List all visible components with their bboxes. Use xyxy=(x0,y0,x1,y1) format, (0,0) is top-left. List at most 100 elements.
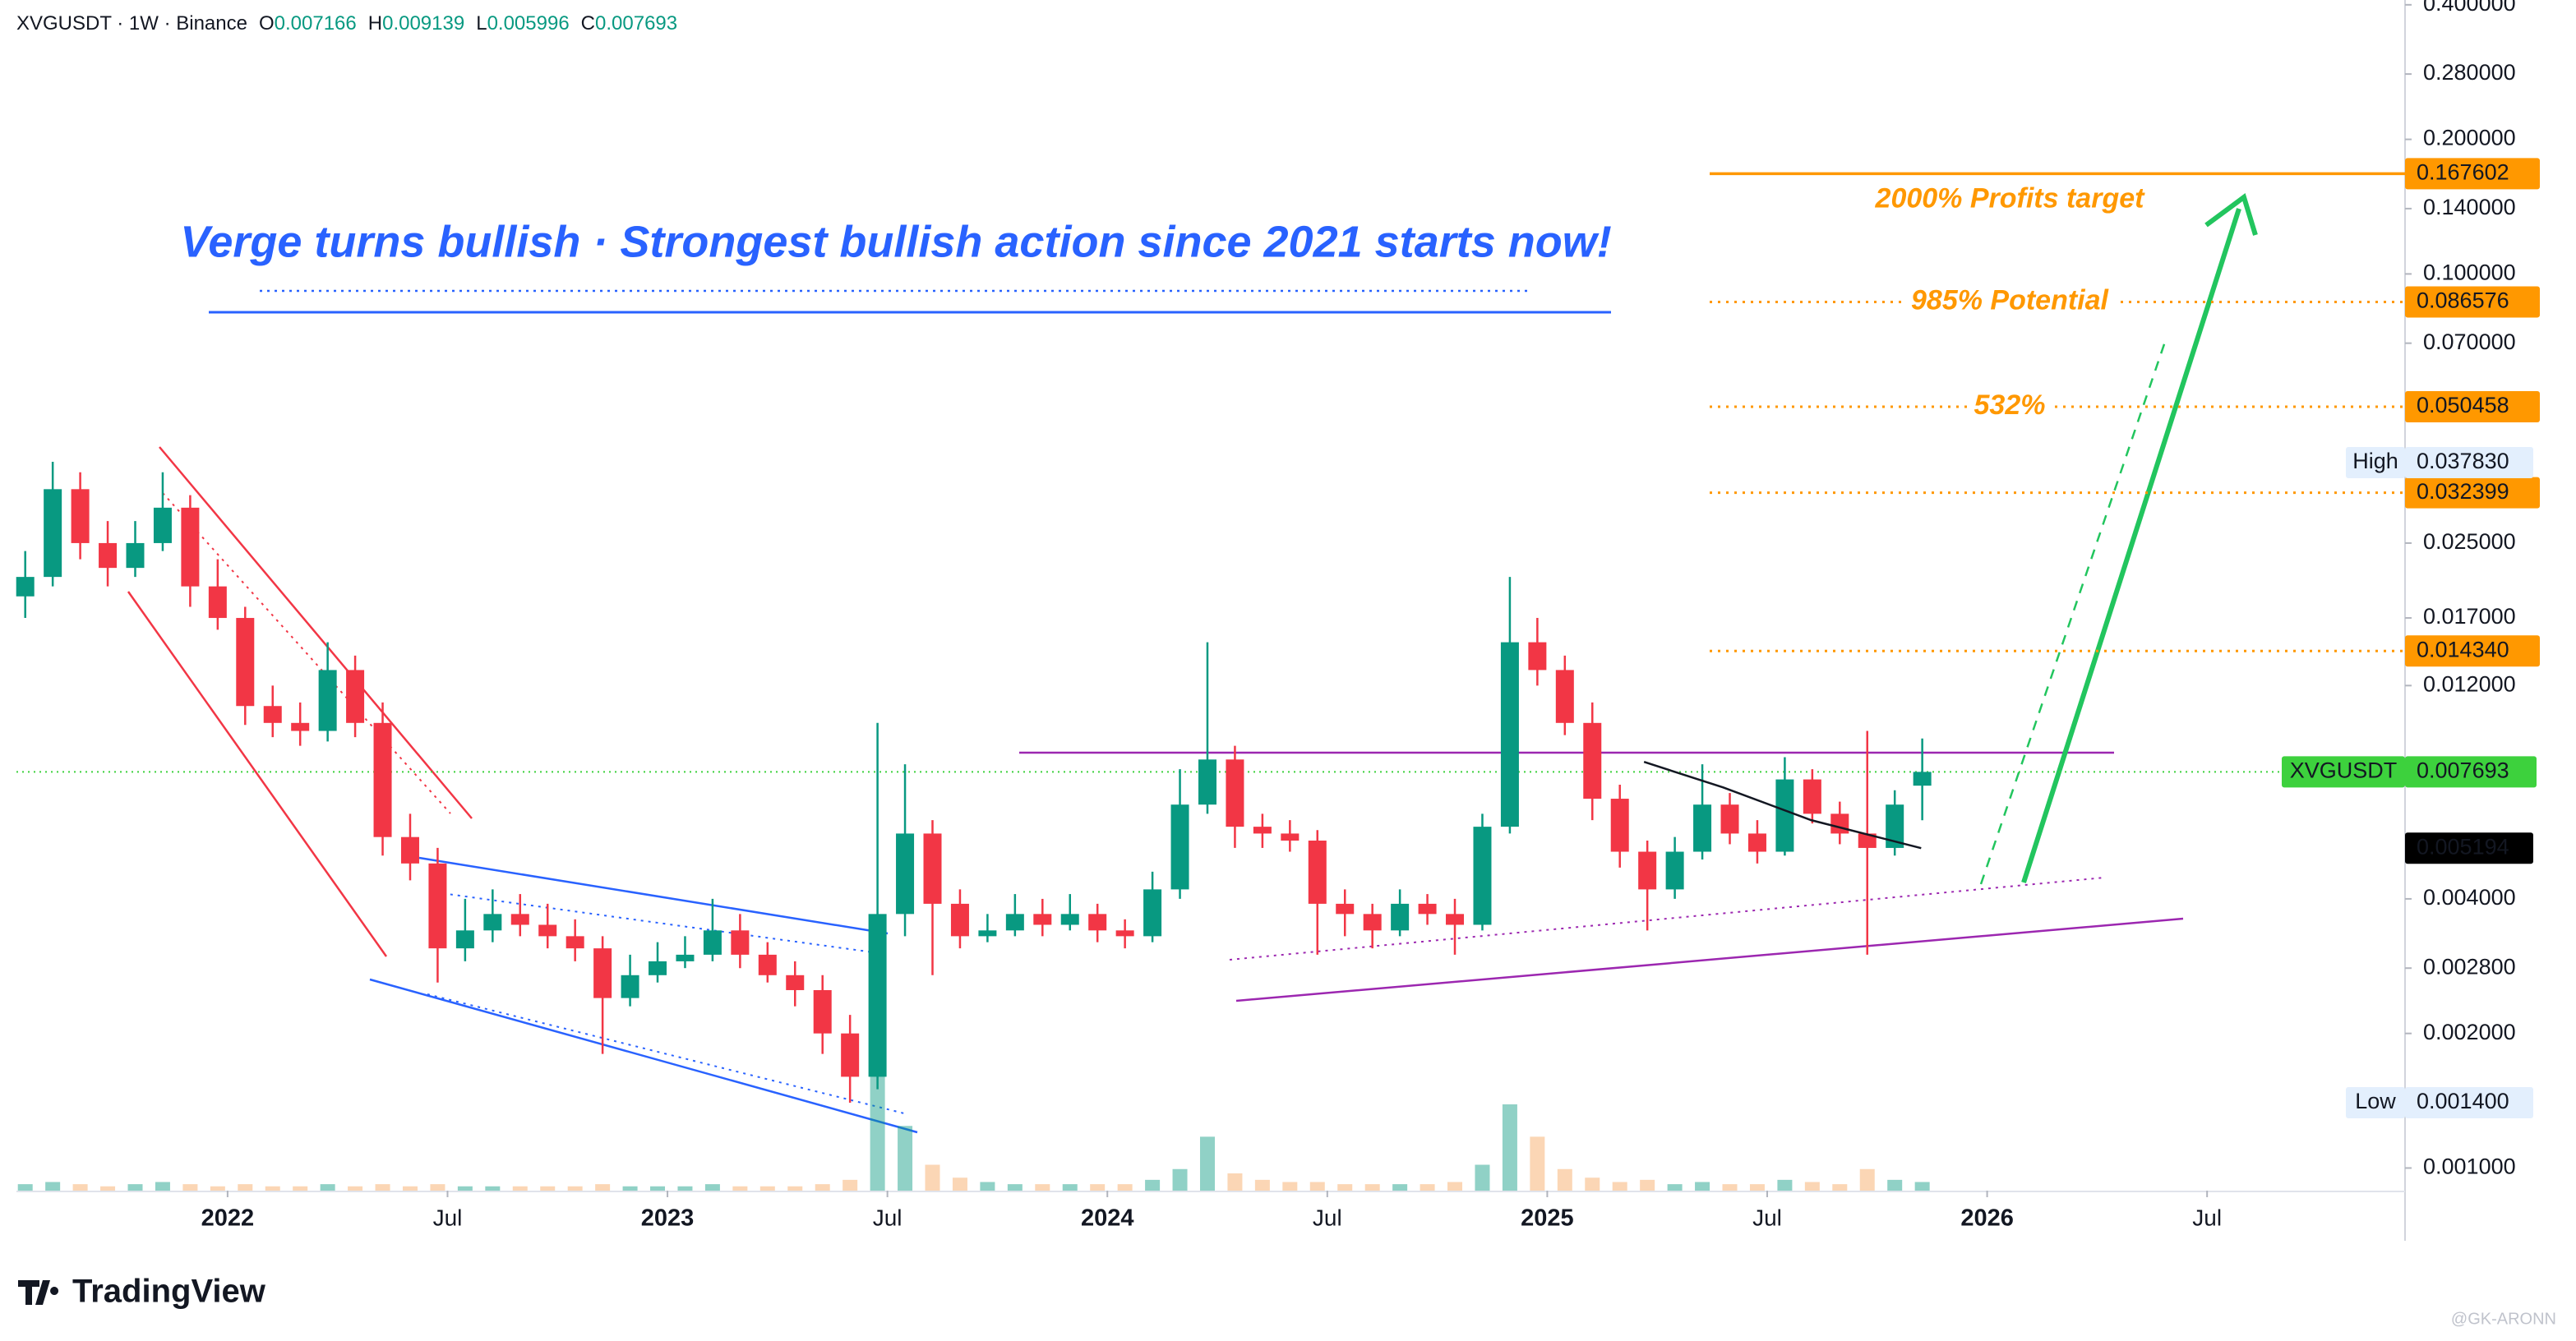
volume-bar xyxy=(1282,1182,1298,1191)
x-tick-label: 2026 xyxy=(1960,1205,2014,1232)
volume-bar xyxy=(1914,1182,1930,1191)
level-label: 2000% Profits target xyxy=(1875,182,2146,214)
x-tick-label: Jul xyxy=(1752,1205,1782,1230)
candle-body xyxy=(1858,833,1877,848)
volume-bar xyxy=(485,1186,501,1191)
volume-bar xyxy=(567,1186,583,1191)
candle-body xyxy=(731,930,750,955)
volume-bar xyxy=(1172,1168,1188,1191)
candle-body xyxy=(621,975,639,998)
trendline xyxy=(369,978,918,1134)
candle-body xyxy=(126,542,145,569)
volume-bar xyxy=(1199,1136,1215,1191)
ma-price-label: 0.005194 xyxy=(2417,834,2509,859)
level-price-label: 0.086576 xyxy=(2417,288,2509,313)
support-line xyxy=(1235,917,2184,1002)
candle-body xyxy=(566,936,584,949)
candle-body xyxy=(1500,642,1519,827)
candle-body xyxy=(346,670,365,723)
y-tick-label: 0.002800 xyxy=(2423,954,2516,979)
y-tick-label: 0.017000 xyxy=(2423,604,2516,629)
candle-body xyxy=(236,618,255,707)
trendline xyxy=(162,492,451,814)
x-tick-label: Jul xyxy=(1313,1205,1342,1230)
trendline xyxy=(435,892,880,954)
drawings xyxy=(127,193,2258,1134)
candle-body xyxy=(758,954,777,975)
volume-bar xyxy=(1585,1177,1600,1191)
volume-bar xyxy=(1117,1184,1133,1191)
volume-bar xyxy=(1695,1182,1710,1191)
candle-body xyxy=(649,961,667,975)
volume-bar xyxy=(1007,1184,1023,1191)
y-tick-label: 0.100000 xyxy=(2423,260,2516,285)
x-tick-label: 2024 xyxy=(1081,1205,1134,1232)
projection-arrow xyxy=(1979,336,2168,885)
candle-body xyxy=(1170,804,1189,890)
candle-body xyxy=(400,836,419,864)
candle-body xyxy=(1803,779,1821,814)
x-tick-label: 2023 xyxy=(641,1205,695,1232)
header-field: C xyxy=(581,12,595,35)
y-tick-label: 0.004000 xyxy=(2423,885,2516,910)
header-value: 0.005996 xyxy=(487,12,570,35)
candle-body xyxy=(538,924,557,937)
level-price-label: 0.014340 xyxy=(2417,637,2509,661)
candle-body xyxy=(1115,930,1134,937)
volume-bar xyxy=(1145,1179,1161,1191)
arrow-head xyxy=(2204,193,2258,236)
y-tick-label: 0.001000 xyxy=(2423,1154,2516,1179)
candle-body xyxy=(455,930,474,949)
y-tick-label: 0.012000 xyxy=(2423,671,2516,696)
level-label-bg xyxy=(1967,389,2052,421)
candle-body xyxy=(676,954,695,961)
candle-body xyxy=(291,722,310,731)
level-price-box xyxy=(2405,477,2540,509)
y-tick-label: 0.025000 xyxy=(2423,529,2516,554)
y-tick-label: 0.140000 xyxy=(2423,195,2516,219)
x-tick-label: 2022 xyxy=(201,1205,255,1232)
last-price-label: 0.007693 xyxy=(2417,758,2509,783)
level-label: 985% Potential xyxy=(1911,284,2110,316)
candle-body xyxy=(1913,772,1932,786)
marker-name: High xyxy=(2352,449,2398,473)
volume-bar xyxy=(1612,1182,1627,1191)
candle-body xyxy=(950,903,969,937)
y-tick-label: 0.280000 xyxy=(2423,60,2516,85)
marker-value-box xyxy=(2405,447,2533,479)
candle-body xyxy=(1693,804,1712,852)
volume-bar xyxy=(1337,1184,1353,1191)
volume-bar xyxy=(704,1184,720,1191)
candle-body xyxy=(1830,813,1849,834)
brand-name: TradingView xyxy=(72,1274,266,1310)
volume-bar xyxy=(1804,1182,1820,1191)
candle-body xyxy=(263,706,282,723)
volume-bar xyxy=(265,1186,280,1191)
candle-body xyxy=(868,914,887,1077)
y-tick-label: 0.070000 xyxy=(2423,329,2516,354)
x-tick-label: Jul xyxy=(433,1205,463,1230)
y-tick-label: 0.200000 xyxy=(2423,126,2516,150)
volume-bar xyxy=(348,1186,363,1191)
volume-bar xyxy=(843,1179,858,1191)
candle-body xyxy=(1226,759,1244,827)
volume-bar xyxy=(238,1184,253,1191)
candle-body xyxy=(1088,914,1107,931)
header-value: 0.009139 xyxy=(382,12,464,35)
volume-bar xyxy=(72,1184,88,1191)
volume-bar xyxy=(1887,1179,1903,1191)
volume-bar xyxy=(1090,1184,1106,1191)
volume-bar xyxy=(925,1164,940,1191)
candle-body xyxy=(896,833,915,915)
volume-bar xyxy=(1832,1184,1848,1191)
trendline xyxy=(127,591,388,957)
volume-bar xyxy=(952,1177,967,1191)
candle-body xyxy=(373,722,392,837)
volume-bar xyxy=(17,1184,33,1191)
candle-body xyxy=(978,930,997,937)
volume-bar xyxy=(1475,1164,1490,1191)
candle-body xyxy=(1253,827,1272,834)
candle-body xyxy=(16,577,35,597)
